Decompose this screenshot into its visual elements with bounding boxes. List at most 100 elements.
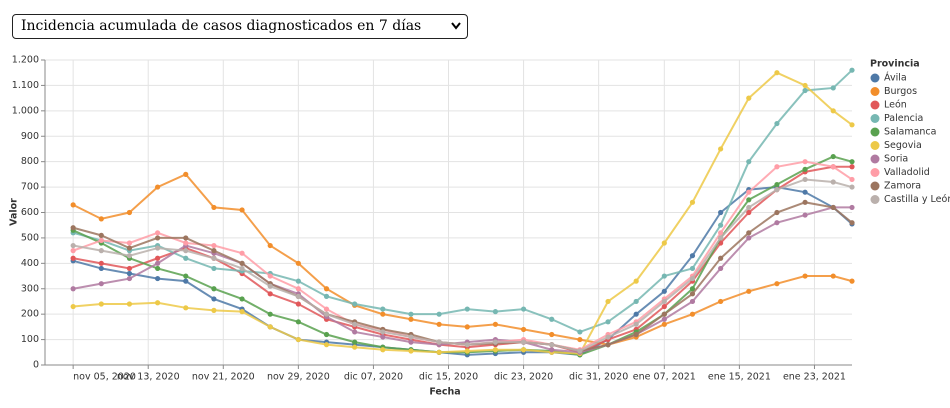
point — [718, 235, 724, 241]
legend-swatch — [870, 195, 880, 204]
point — [746, 230, 752, 236]
point — [549, 316, 555, 322]
legend-label: Zamora — [884, 181, 921, 192]
point — [774, 70, 780, 76]
point — [718, 298, 724, 305]
point — [633, 331, 639, 338]
point — [352, 339, 358, 345]
point — [408, 311, 414, 317]
point — [352, 329, 358, 335]
point — [605, 342, 611, 348]
point — [661, 240, 667, 246]
point — [802, 273, 808, 279]
point — [183, 171, 189, 177]
point — [830, 164, 836, 170]
point — [267, 311, 273, 317]
series-line — [72, 155, 853, 356]
legend-label: Palencia — [884, 113, 923, 124]
point — [746, 159, 752, 165]
point — [436, 311, 442, 317]
point — [267, 283, 273, 289]
point — [267, 291, 273, 297]
point — [352, 344, 358, 350]
point — [830, 85, 836, 91]
point — [323, 306, 330, 312]
series-line — [72, 160, 853, 351]
point — [70, 303, 76, 310]
point — [689, 199, 696, 205]
x-tick-label: nov 21, 2020 — [192, 372, 255, 383]
indicator-select[interactable]: Incidencia acumulada de casos diagnostic… — [12, 14, 468, 39]
point — [774, 120, 780, 127]
point — [126, 301, 133, 307]
legend-swatch — [870, 141, 880, 150]
point — [380, 311, 386, 317]
point — [605, 319, 611, 325]
x-tick-label: dic 23, 2020 — [494, 372, 553, 383]
legend-swatch — [870, 154, 880, 164]
legend-title: Provincia — [870, 59, 920, 70]
point — [746, 95, 752, 101]
point — [718, 209, 724, 216]
chevron — [451, 22, 461, 30]
point — [633, 278, 639, 284]
point — [155, 255, 161, 261]
point — [464, 348, 470, 354]
point — [633, 311, 639, 317]
point — [549, 347, 555, 353]
point — [520, 326, 527, 333]
point — [689, 275, 696, 282]
point — [802, 199, 808, 205]
y-tick-label: 300 — [21, 283, 39, 294]
y-tick-label: 400 — [21, 258, 39, 269]
point — [633, 321, 639, 327]
point — [661, 311, 667, 317]
point — [126, 270, 133, 277]
point — [520, 339, 527, 345]
point — [239, 265, 245, 272]
legend-label: Salamanca — [884, 127, 936, 138]
point — [352, 321, 358, 327]
legend-label: Burgos — [884, 86, 917, 97]
point — [211, 204, 217, 211]
point — [323, 331, 330, 338]
point — [98, 301, 104, 307]
point — [211, 265, 217, 272]
point — [849, 204, 855, 211]
point — [70, 255, 76, 261]
point — [774, 220, 780, 226]
point — [492, 347, 499, 353]
point — [849, 122, 855, 128]
point — [183, 278, 189, 284]
point — [408, 334, 414, 340]
point — [98, 216, 104, 222]
point — [295, 336, 301, 343]
point — [98, 248, 104, 254]
point — [211, 286, 217, 292]
point — [295, 286, 301, 292]
legend-swatch — [870, 181, 880, 191]
y-tick-label: 700 — [21, 182, 39, 193]
point — [774, 209, 780, 216]
point — [98, 237, 104, 244]
point — [323, 293, 330, 299]
point — [802, 212, 808, 218]
y-tick-label: 800 — [21, 156, 39, 167]
point — [746, 235, 752, 241]
legend-label: Soria — [884, 154, 908, 165]
point — [718, 230, 724, 236]
point — [520, 347, 527, 353]
point — [689, 253, 696, 259]
point — [849, 159, 855, 165]
point — [98, 281, 104, 287]
point — [802, 82, 808, 89]
x-axis-label: Fecha — [429, 387, 460, 398]
x-tick-label: ene 07, 2021 — [633, 372, 696, 383]
legend-label: Castilla y León — [884, 194, 950, 205]
point — [689, 265, 696, 272]
point — [408, 339, 414, 345]
point — [661, 321, 667, 327]
point — [802, 159, 808, 165]
point — [746, 209, 752, 216]
